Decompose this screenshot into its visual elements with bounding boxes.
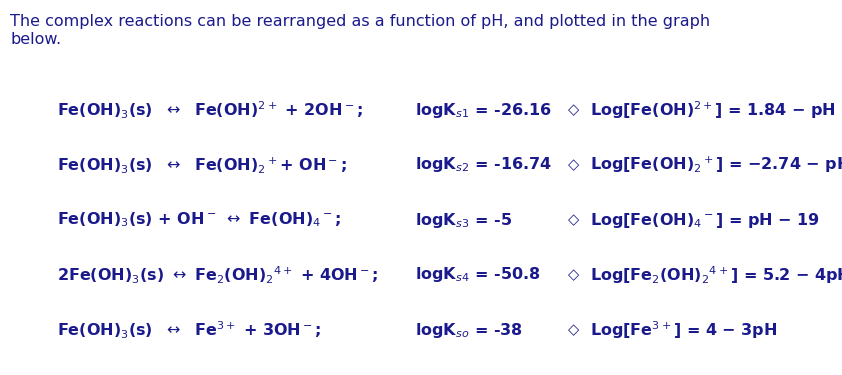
Text: logK$_{so}$ = -38: logK$_{so}$ = -38 [415, 321, 523, 339]
Text: ◇: ◇ [568, 158, 579, 172]
Text: Log[Fe(OH)$^{2+}$] = 1.84 − pH: Log[Fe(OH)$^{2+}$] = 1.84 − pH [590, 99, 836, 121]
Text: Fe(OH)$_3$(s)  $\leftrightarrow$  Fe$^{3+}$ + 3OH$^-$;: Fe(OH)$_3$(s) $\leftrightarrow$ Fe$^{3+}… [57, 319, 321, 341]
Text: logK$_{s2}$ = -16.74: logK$_{s2}$ = -16.74 [415, 156, 552, 174]
Text: Log[Fe(OH)$_4$$^-$] = pH − 19: Log[Fe(OH)$_4$$^-$] = pH − 19 [590, 210, 820, 230]
Text: logK$_{s1}$ = -26.16: logK$_{s1}$ = -26.16 [415, 100, 552, 120]
Text: ◇: ◇ [568, 322, 579, 338]
Text: logK$_{s3}$ = -5: logK$_{s3}$ = -5 [415, 210, 512, 230]
Text: The complex reactions can be rearranged as a function of pH, and plotted in the : The complex reactions can be rearranged … [10, 14, 710, 29]
Text: ◇: ◇ [568, 267, 579, 282]
Text: ◇: ◇ [568, 102, 579, 117]
Text: 2Fe(OH)$_3$(s) $\leftrightarrow$ Fe$_2$(OH)$_2$$^{4+}$ + 4OH$^-$;: 2Fe(OH)$_3$(s) $\leftrightarrow$ Fe$_2$(… [57, 264, 378, 286]
Text: logK$_{s4}$ = -50.8: logK$_{s4}$ = -50.8 [415, 266, 541, 285]
Text: Fe(OH)$_3$(s)  $\leftrightarrow$  Fe(OH)$_2$$^+$+ OH$^-$;: Fe(OH)$_3$(s) $\leftrightarrow$ Fe(OH)$_… [57, 155, 347, 175]
Text: Fe(OH)$_3$(s) + OH$^-$ $\leftrightarrow$ Fe(OH)$_4$$^-$;: Fe(OH)$_3$(s) + OH$^-$ $\leftrightarrow$… [57, 211, 341, 230]
Text: Log[Fe(OH)$_2$$^+$] = −2.74 − pH: Log[Fe(OH)$_2$$^+$] = −2.74 − pH [590, 155, 842, 175]
Text: Log[Fe$_2$(OH)$_2$$^{4+}$] = 5.2 − 4pH: Log[Fe$_2$(OH)$_2$$^{4+}$] = 5.2 − 4pH [590, 264, 842, 286]
Text: below.: below. [10, 32, 61, 47]
Text: Fe(OH)$_3$(s)  $\leftrightarrow$  Fe(OH)$^{2+}$ + 2OH$^-$;: Fe(OH)$_3$(s) $\leftrightarrow$ Fe(OH)$^… [57, 99, 363, 121]
Text: ◇: ◇ [568, 213, 579, 228]
Text: Log[Fe$^{3+}$] = 4 − 3pH: Log[Fe$^{3+}$] = 4 − 3pH [590, 319, 777, 341]
